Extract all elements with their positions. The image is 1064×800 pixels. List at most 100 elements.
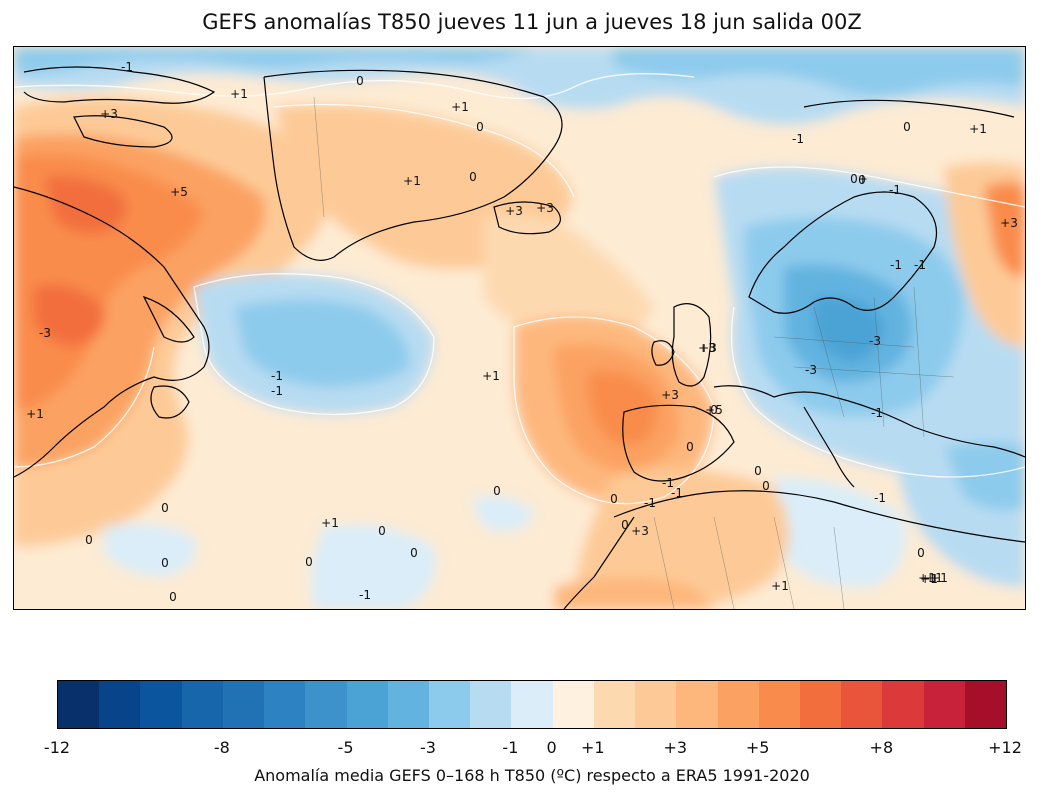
contour-label: -1: [359, 588, 371, 602]
contour-label: -1: [121, 60, 133, 74]
contour-label: +1: [26, 407, 44, 421]
contour-label: +1: [771, 579, 789, 593]
colorbar-tick-label: +1: [581, 738, 605, 757]
colorbar-tick-label: +8: [869, 738, 894, 757]
contour-label: +1: [403, 174, 421, 188]
contour-label: +1: [969, 122, 987, 136]
colorbar-segment: [758, 681, 800, 728]
contour-label: 0: [410, 546, 418, 560]
contour-label: 0: [356, 74, 364, 88]
contour-label: +3: [505, 204, 523, 218]
colorbar-segment: [799, 681, 842, 728]
contour-label: -1: [662, 476, 674, 490]
contour-label: 0: [85, 533, 93, 547]
colorbar-segment: [264, 681, 306, 728]
anomaly-field: [14, 47, 1025, 609]
contour-label: +3: [699, 341, 717, 355]
contour-label: -1: [792, 132, 804, 146]
contour-label: -1: [874, 491, 886, 505]
contour-label: 0: [917, 546, 925, 560]
colorbar-segment: [841, 681, 883, 728]
colorbar-tick-label: +5: [745, 738, 770, 757]
contour-label: -1: [271, 384, 283, 398]
contour-label: +1: [482, 369, 500, 383]
contour-label: -3: [805, 363, 817, 377]
colorbar-segment: [882, 681, 924, 728]
colorbar-segment: [305, 681, 347, 728]
colorbar-segment: [676, 681, 718, 728]
contour-label: -1: [644, 496, 656, 510]
contour-label: -1: [871, 406, 883, 420]
contour-label: -1: [671, 486, 683, 500]
contour-label: +1: [321, 516, 339, 530]
contour-label: +3: [1000, 216, 1018, 230]
contour-label: 0: [305, 555, 313, 569]
contour-label: 0: [161, 556, 169, 570]
contour-label: 0: [161, 501, 169, 515]
contour-labels: -1+10+3 +10+1+5+10+3 +30-10-10+-1+3-1-3+3-…: [26, 60, 1018, 604]
colorbar-segment: [99, 681, 141, 728]
colorbar-segment: [346, 681, 388, 728]
contour-label: +3: [536, 201, 554, 215]
contour-label: 0: [858, 173, 866, 187]
colorbar-tick-label: -1: [502, 738, 519, 757]
contour-label: 0: [378, 524, 386, 538]
contour-lines: [14, 73, 1025, 505]
contour-label: +5: [705, 403, 723, 417]
colorbar-segment: [964, 681, 1007, 728]
colorbar-segment: [511, 681, 553, 728]
coastlines: [14, 66, 1025, 609]
map-title: GEFS anomalías T850 jueves 11 jun a juev…: [202, 10, 862, 34]
colorbar-segment: [552, 681, 594, 728]
colorbar-segment: [593, 681, 636, 728]
colorbar-segment: [470, 681, 512, 728]
contour-label: +3: [631, 524, 649, 538]
colorbar-tick-label: -3: [419, 738, 436, 757]
colorbar-segment: [222, 681, 265, 728]
colorbar-tick-label: -5: [337, 738, 354, 757]
colorbar-segment: [181, 681, 223, 728]
colorbar-label: Anomalía media GEFS 0–168 h T850 (ºC) re…: [254, 766, 810, 785]
colorbar-segment: [635, 681, 677, 728]
contour-label: -1: [890, 258, 902, 272]
contour-label: 0: [621, 518, 629, 532]
contour-label: +1: [230, 87, 248, 101]
contour-label: +1: [451, 100, 469, 114]
country-borders: [313, 96, 955, 609]
contour-label: 0: [493, 484, 501, 498]
contour-label: +1: [925, 571, 943, 585]
colorbar-segment: [58, 681, 100, 728]
contour-label: +5: [170, 185, 188, 199]
contour-label: 0: [610, 492, 618, 506]
contour-label: 0: [469, 170, 477, 184]
colorbar-segment: [140, 681, 182, 728]
contour-label: +1: [920, 572, 938, 586]
contour-label: 0: [754, 464, 762, 478]
colorbar-tick-label: -12: [43, 738, 71, 757]
contour-label: +1: [918, 571, 936, 585]
contour-label: +3: [661, 388, 679, 402]
colorbar-segment: [428, 681, 471, 728]
contour-label: 0: [762, 479, 770, 493]
colorbar-tick-label: +12: [988, 738, 1022, 757]
contour-label: 0: [710, 403, 718, 417]
anomaly-map: -1 +1 0 +3 +1 0 +1 +5 +1 0 +3 +3 0 -1 0 -1 0+ -1 +3 -1 -3 +3-…: [13, 46, 1026, 610]
contour-label: 0: [903, 120, 911, 134]
contour-label: -3: [39, 326, 51, 340]
contour-label: +3: [100, 107, 118, 121]
colorbar: [57, 680, 1007, 729]
colorbar-tick-label: 0: [546, 738, 557, 757]
contour-label: +3: [698, 341, 716, 355]
contour-label: 0: [169, 590, 177, 604]
contour-label: 0: [476, 120, 484, 134]
colorbar-ticks: -12 -8 -5 -3 -1 0 +1 +3 +5 +8 +12: [44, 738, 1022, 760]
contour-label: -1: [271, 369, 283, 383]
colorbar-tick-label: -8: [213, 738, 230, 757]
contour-label: -3: [869, 334, 881, 348]
contour-label: -1: [914, 258, 926, 272]
colorbar-segment: [923, 681, 965, 728]
colorbar-tick-label: +3: [663, 738, 688, 757]
colorbar-segment: [387, 681, 429, 728]
contour-label: +1: [930, 571, 948, 585]
contour-label: -1: [889, 183, 901, 197]
